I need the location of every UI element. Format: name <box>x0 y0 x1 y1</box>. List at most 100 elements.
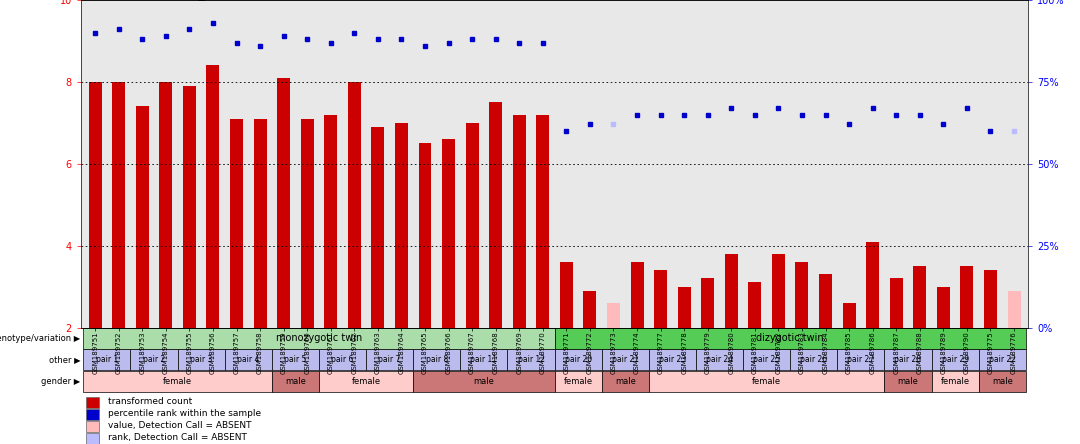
Text: pair 24: pair 24 <box>706 355 733 364</box>
Bar <box>300 119 313 328</box>
Text: pair 22: pair 22 <box>989 355 1016 364</box>
Bar <box>559 262 572 328</box>
Text: pair 5: pair 5 <box>284 355 307 364</box>
Bar <box>513 115 526 328</box>
Bar <box>419 143 432 328</box>
Bar <box>230 119 243 328</box>
Text: pair 4: pair 4 <box>238 355 259 364</box>
Bar <box>206 66 219 328</box>
Bar <box>489 103 502 328</box>
Bar <box>414 349 460 370</box>
Bar <box>272 349 319 370</box>
Bar <box>83 371 272 392</box>
Bar <box>324 115 337 328</box>
Bar <box>395 123 408 328</box>
Text: monozygotic twin: monozygotic twin <box>275 333 362 343</box>
Bar <box>583 291 596 328</box>
Text: pair 2: pair 2 <box>143 355 165 364</box>
Bar <box>89 82 102 328</box>
Bar <box>978 371 1026 392</box>
Text: pair 8: pair 8 <box>426 355 448 364</box>
Bar <box>414 371 555 392</box>
Bar <box>791 349 837 370</box>
Bar <box>654 270 667 328</box>
Text: female: female <box>351 377 380 386</box>
Text: pair 20: pair 20 <box>565 355 592 364</box>
Bar <box>748 282 761 328</box>
Text: dizygotic twin: dizygotic twin <box>756 333 824 343</box>
Bar <box>554 349 602 370</box>
Bar <box>372 127 384 328</box>
Text: female: female <box>564 377 593 386</box>
Bar <box>984 270 997 328</box>
Text: male: male <box>897 377 918 386</box>
Bar <box>890 278 903 328</box>
Bar <box>554 328 1026 349</box>
Bar <box>554 371 602 392</box>
Bar <box>278 78 291 328</box>
Bar <box>272 371 319 392</box>
Bar <box>914 266 927 328</box>
Text: pair 29: pair 29 <box>942 355 969 364</box>
Bar <box>319 349 366 370</box>
Text: male: male <box>285 377 306 386</box>
Text: female: female <box>941 377 970 386</box>
Bar <box>960 266 973 328</box>
Bar <box>86 433 99 444</box>
Bar <box>932 349 978 370</box>
Bar <box>932 371 978 392</box>
Text: pair 3: pair 3 <box>190 355 213 364</box>
Text: gender ▶: gender ▶ <box>41 377 81 386</box>
Bar <box>112 82 125 328</box>
Text: pair 1: pair 1 <box>96 355 118 364</box>
Bar <box>885 371 932 392</box>
Bar <box>649 349 696 370</box>
Bar <box>160 82 173 328</box>
Bar <box>677 286 690 328</box>
Bar <box>86 396 99 408</box>
Bar <box>743 349 791 370</box>
Bar <box>366 349 414 370</box>
Bar <box>725 254 738 328</box>
Bar <box>136 107 149 328</box>
Bar <box>83 349 131 370</box>
Text: female: female <box>163 377 192 386</box>
Bar <box>86 408 99 420</box>
Bar <box>772 254 785 328</box>
Bar <box>1008 291 1021 328</box>
Bar <box>631 262 644 328</box>
Text: pair 12: pair 12 <box>517 355 544 364</box>
Bar <box>254 119 267 328</box>
Bar <box>131 349 177 370</box>
Text: value, Detection Call = ABSENT: value, Detection Call = ABSENT <box>108 421 252 430</box>
Text: genotype/variation ▶: genotype/variation ▶ <box>0 334 81 343</box>
Text: pair 23: pair 23 <box>659 355 686 364</box>
Bar <box>837 349 885 370</box>
Text: rank, Detection Call = ABSENT: rank, Detection Call = ABSENT <box>108 433 247 442</box>
Bar <box>537 115 550 328</box>
Text: pair 6: pair 6 <box>332 355 354 364</box>
Bar <box>465 123 478 328</box>
Bar <box>225 349 272 370</box>
Bar <box>348 82 361 328</box>
Bar <box>602 349 649 370</box>
Text: percentile rank within the sample: percentile rank within the sample <box>108 409 261 418</box>
Bar <box>842 303 855 328</box>
Bar <box>319 371 414 392</box>
Bar <box>978 349 1026 370</box>
Text: female: female <box>752 377 781 386</box>
Bar <box>819 274 832 328</box>
Text: pair 11: pair 11 <box>471 355 498 364</box>
Bar <box>796 262 809 328</box>
Text: pair 28: pair 28 <box>894 355 921 364</box>
Text: male: male <box>991 377 1013 386</box>
Bar <box>460 349 508 370</box>
Bar <box>866 242 879 328</box>
Bar <box>442 139 455 328</box>
Text: male: male <box>473 377 495 386</box>
Bar <box>885 349 932 370</box>
Bar <box>508 349 555 370</box>
Text: pair 27: pair 27 <box>848 355 875 364</box>
Bar <box>607 303 620 328</box>
Text: transformed count: transformed count <box>108 397 192 406</box>
